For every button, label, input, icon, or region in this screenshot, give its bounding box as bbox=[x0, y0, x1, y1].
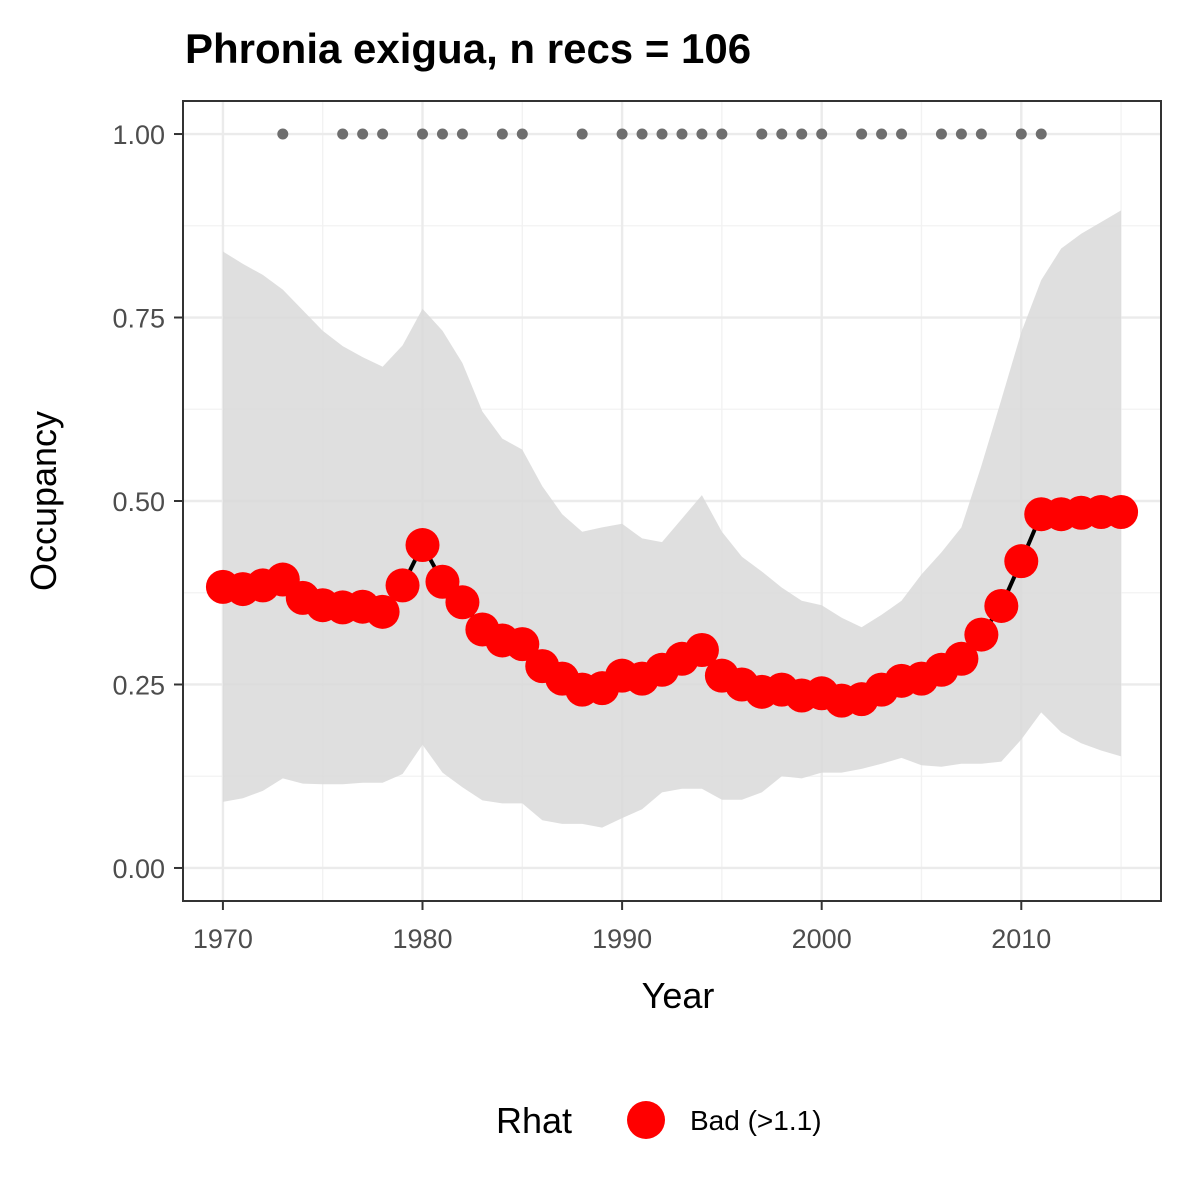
y-tick-label: 1.00 bbox=[112, 120, 165, 150]
record-year-marker bbox=[776, 128, 788, 140]
occupancy-point bbox=[445, 585, 480, 620]
record-markers bbox=[277, 128, 1047, 140]
chart-title: Phronia exigua, n recs = 106 bbox=[185, 25, 751, 72]
occupancy-point bbox=[984, 588, 1019, 623]
record-year-marker bbox=[436, 128, 448, 140]
record-year-marker bbox=[676, 128, 688, 140]
record-year-marker bbox=[975, 128, 987, 140]
record-year-marker bbox=[1015, 128, 1027, 140]
record-year-marker bbox=[816, 128, 828, 140]
record-year-marker bbox=[1035, 128, 1047, 140]
record-year-marker bbox=[716, 128, 728, 140]
occupancy-point bbox=[405, 528, 440, 563]
legend-title: Rhat bbox=[496, 1100, 572, 1141]
occupancy-point bbox=[684, 632, 719, 667]
record-year-marker bbox=[616, 128, 628, 140]
record-year-marker bbox=[955, 128, 967, 140]
legend-key-bad bbox=[627, 1101, 665, 1139]
x-tick-label: 1990 bbox=[592, 924, 652, 954]
record-year-marker bbox=[896, 128, 908, 140]
x-tick-label: 1970 bbox=[193, 924, 253, 954]
y-axis-title: Occupancy bbox=[23, 411, 64, 591]
y-tick-label: 0.00 bbox=[112, 854, 165, 884]
record-year-marker bbox=[636, 128, 648, 140]
x-tick-label: 1980 bbox=[392, 924, 452, 954]
record-year-marker bbox=[377, 128, 389, 140]
occupancy-point bbox=[944, 641, 979, 676]
occupancy-points bbox=[205, 495, 1139, 718]
record-year-marker bbox=[277, 128, 289, 140]
record-year-marker bbox=[516, 128, 528, 140]
record-year-marker bbox=[496, 128, 508, 140]
x-axis-title: Year bbox=[642, 975, 715, 1016]
occupancy-point bbox=[365, 594, 400, 629]
y-tick-label: 0.50 bbox=[112, 487, 165, 517]
occupancy-point bbox=[385, 568, 420, 603]
record-year-marker bbox=[696, 128, 708, 140]
y-axis-ticks: 0.00 0.25 0.50 0.75 1.00 bbox=[112, 120, 183, 884]
legend: Rhat Bad (>1.1) bbox=[496, 1100, 822, 1141]
record-year-marker bbox=[456, 128, 468, 140]
record-year-marker bbox=[856, 128, 868, 140]
record-year-marker bbox=[796, 128, 808, 140]
record-year-marker bbox=[876, 128, 888, 140]
y-tick-label: 0.25 bbox=[112, 670, 165, 700]
legend-label-bad: Bad (>1.1) bbox=[690, 1105, 822, 1136]
record-year-marker bbox=[935, 128, 947, 140]
record-year-marker bbox=[576, 128, 588, 140]
record-year-marker bbox=[656, 128, 668, 140]
occupancy-point bbox=[1004, 544, 1039, 579]
x-tick-label: 2010 bbox=[991, 924, 1051, 954]
record-year-marker bbox=[337, 128, 349, 140]
record-year-marker bbox=[756, 128, 768, 140]
occupancy-point bbox=[964, 617, 999, 652]
occupancy-point bbox=[505, 627, 540, 662]
record-year-marker bbox=[417, 128, 429, 140]
record-year-marker bbox=[357, 128, 369, 140]
y-tick-label: 0.75 bbox=[112, 304, 165, 334]
x-axis-ticks: 1970 1980 1990 2000 2010 bbox=[193, 901, 1051, 954]
x-tick-label: 2000 bbox=[792, 924, 852, 954]
occupancy-point bbox=[1104, 495, 1139, 530]
